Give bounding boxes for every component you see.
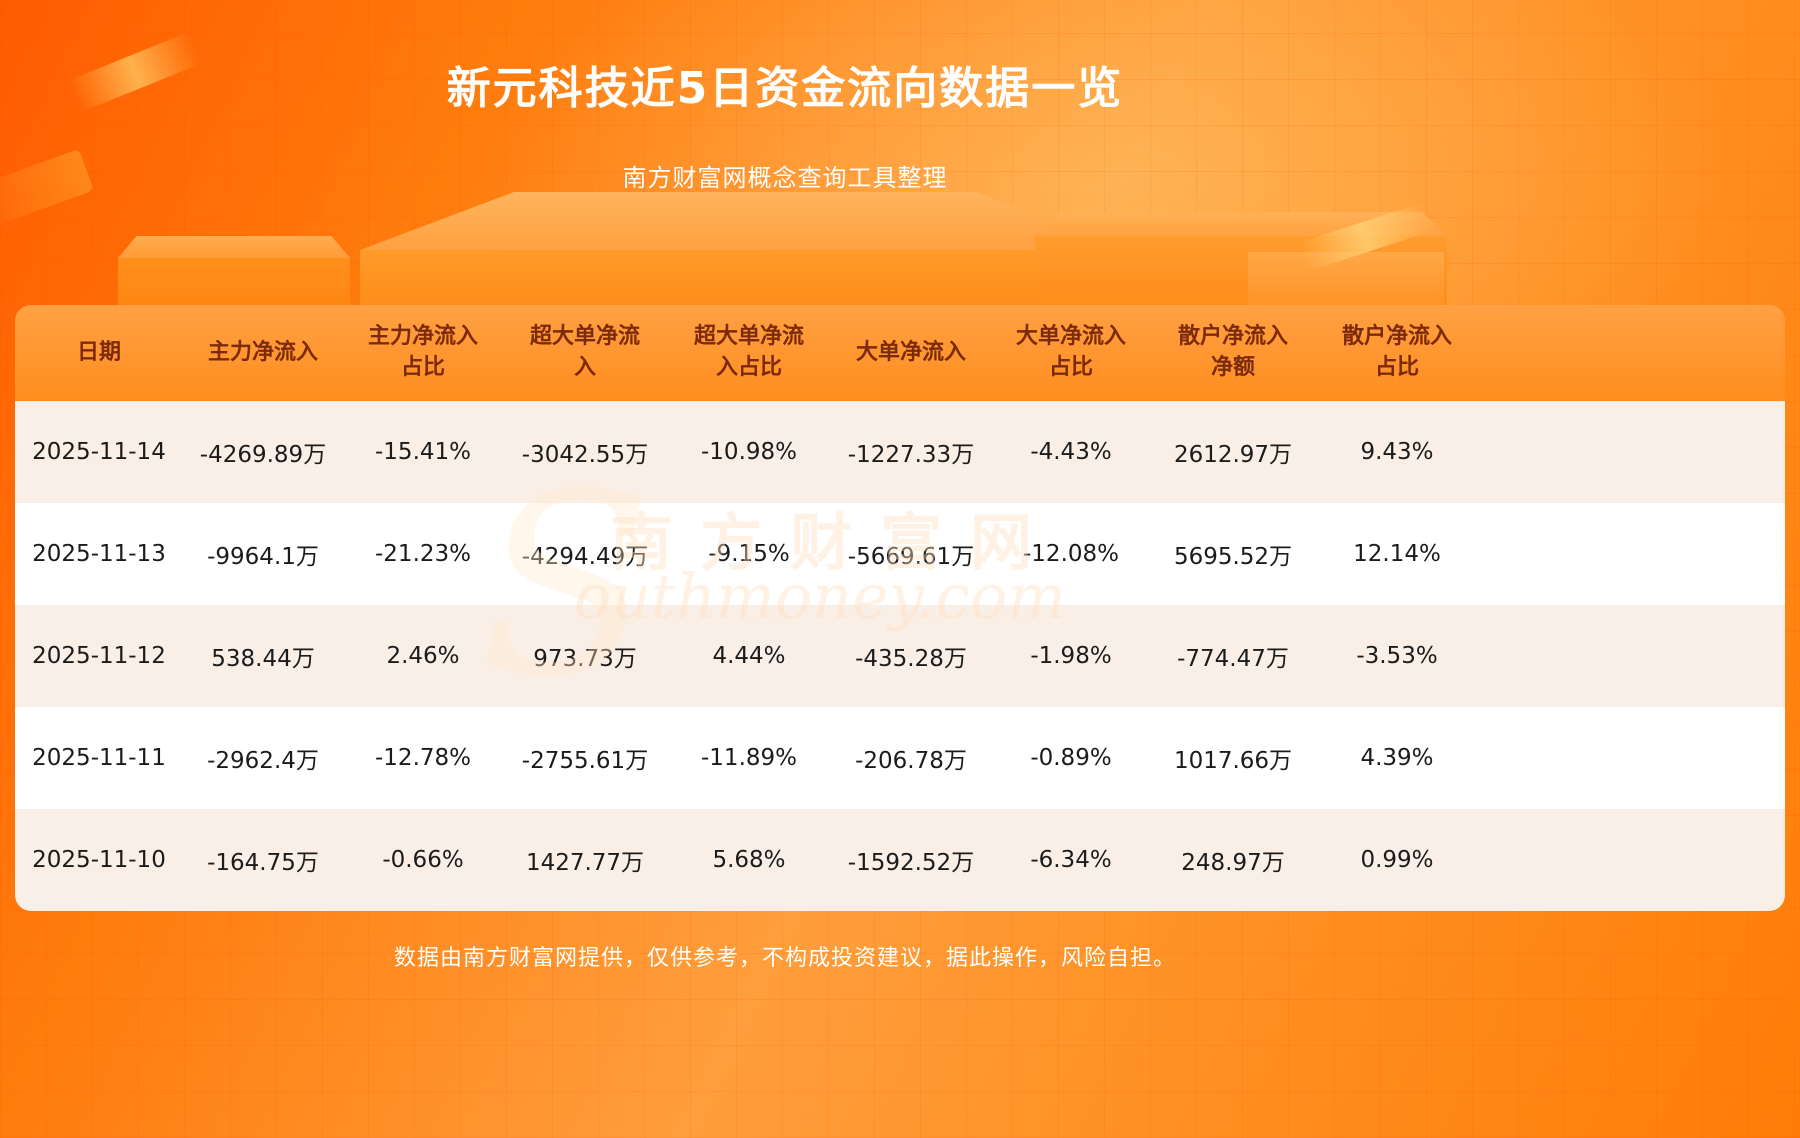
value-cell: -3042.55万 bbox=[521, 442, 649, 468]
value-cell: -435.28万 bbox=[855, 646, 967, 672]
value-cell: 12.14% bbox=[1353, 541, 1441, 567]
value-cell: -15.41% bbox=[375, 439, 471, 465]
value-cell: -206.78万 bbox=[855, 748, 967, 774]
value-cell: -2962.4万 bbox=[207, 748, 319, 774]
column-header: 散户净流入净额 bbox=[1177, 324, 1288, 380]
value-cell: -9.15% bbox=[708, 541, 790, 567]
heading-block: 新元科技近5日资金流向数据一览 南方财富网概念查询工具整理 bbox=[0, 0, 1570, 193]
value-cell: -5669.61万 bbox=[847, 544, 975, 570]
value-cell: -4294.49万 bbox=[521, 544, 649, 570]
date-cell: 2025-11-13 bbox=[32, 541, 166, 567]
value-cell: -164.75万 bbox=[207, 850, 319, 876]
value-cell: -1592.52万 bbox=[847, 850, 975, 876]
table-row: 2025-11-13 -9964.1万 -21.23% -4294.49万 -9.15%… bbox=[15, 503, 1785, 605]
value-cell: -4.43% bbox=[1030, 439, 1112, 465]
podium-far-right-face bbox=[1248, 252, 1444, 308]
value-cell: 5.68% bbox=[712, 847, 786, 873]
value-cell: 1017.66万 bbox=[1173, 748, 1293, 774]
fund-flow-table: 日期 主力净流入 主力净流入占比 超大单净流入 超大单净流入占比 大单净流入 大单净流入占比… bbox=[15, 305, 1785, 911]
value-cell: 4.44% bbox=[712, 643, 786, 669]
date-cell: 2025-11-12 bbox=[32, 643, 166, 669]
column-header: 大单净流入占比 bbox=[1015, 324, 1126, 380]
column-header: 超大单净流入占比 bbox=[693, 324, 804, 380]
value-cell: 2612.97万 bbox=[1173, 442, 1293, 468]
value-cell: 0.99% bbox=[1360, 847, 1434, 873]
column-header: 大单净流入 bbox=[855, 339, 966, 365]
value-cell: -3.53% bbox=[1356, 643, 1438, 669]
value-cell: -11.89% bbox=[701, 745, 797, 771]
podium-left-top-face bbox=[118, 236, 350, 258]
date-cell: 2025-11-10 bbox=[32, 847, 166, 873]
column-header: 散户净流入占比 bbox=[1341, 324, 1452, 380]
table-row: 2025-11-12 538.44万 2.46% 973.73万 4.44% -435.2… bbox=[15, 605, 1785, 707]
column-header: 超大单净流入 bbox=[529, 324, 640, 380]
value-cell: -6.34% bbox=[1030, 847, 1112, 873]
podium-center-front-face bbox=[360, 250, 1130, 308]
value-cell: -0.89% bbox=[1030, 745, 1112, 771]
value-cell: 5695.52万 bbox=[1173, 544, 1293, 570]
page-title: 新元科技近5日资金流向数据一览 bbox=[446, 63, 1124, 114]
value-cell: 973.73万 bbox=[533, 646, 637, 672]
disclaimer-text: 数据由南方财富网提供，仅供参考，不构成投资建议，据此操作，风险自担。 bbox=[393, 946, 1176, 971]
footer-block: 数据由南方财富网提供，仅供参考，不构成投资建议，据此操作，风险自担。 bbox=[0, 940, 1570, 972]
value-cell: -1.98% bbox=[1030, 643, 1112, 669]
value-cell: -9964.1万 bbox=[207, 544, 319, 570]
podium-left-front-face bbox=[118, 258, 350, 308]
value-cell: -4269.89万 bbox=[199, 442, 327, 468]
value-cell: -10.98% bbox=[701, 439, 797, 465]
value-cell: 2.46% bbox=[386, 643, 460, 669]
value-cell: 248.97万 bbox=[1181, 850, 1285, 876]
column-header: 主力净流入占比 bbox=[367, 324, 478, 380]
podium-right-front-face bbox=[1035, 236, 1447, 308]
value-cell: -12.08% bbox=[1023, 541, 1119, 567]
date-cell: 2025-11-14 bbox=[32, 439, 166, 465]
value-cell: -774.47万 bbox=[1177, 646, 1289, 672]
table-body: 2025-11-14 -4269.89万 -15.41% -3042.55万 -10.9… bbox=[15, 401, 1785, 911]
podium-center-top-face bbox=[360, 192, 1130, 250]
column-header: 主力净流入 bbox=[207, 339, 318, 365]
podium-right-top-face bbox=[1035, 212, 1447, 236]
table-row: 2025-11-14 -4269.89万 -15.41% -3042.55万 -10.9… bbox=[15, 401, 1785, 503]
column-header: 日期 bbox=[76, 339, 121, 365]
page-subtitle: 南方财富网概念查询工具整理 bbox=[622, 164, 948, 192]
value-cell: 9.43% bbox=[1360, 439, 1434, 465]
value-cell: 538.44万 bbox=[211, 646, 315, 672]
value-cell: -21.23% bbox=[375, 541, 471, 567]
light-streak-decoration bbox=[1298, 202, 1432, 272]
value-cell: -2755.61万 bbox=[521, 748, 649, 774]
table-row: 2025-11-11 -2962.4万 -12.78% -2755.61万 -11.89… bbox=[15, 707, 1785, 809]
value-cell: -12.78% bbox=[375, 745, 471, 771]
table-row: 2025-11-10 -164.75万 -0.66% 1427.77万 5.68% -15… bbox=[15, 809, 1785, 911]
value-cell: 4.39% bbox=[1360, 745, 1434, 771]
table-header-row: 日期 主力净流入 主力净流入占比 超大单净流入 超大单净流入占比 大单净流入 大单净流入占比… bbox=[15, 305, 1785, 401]
value-cell: 1427.77万 bbox=[525, 850, 645, 876]
date-cell: 2025-11-11 bbox=[32, 745, 166, 771]
value-cell: -1227.33万 bbox=[847, 442, 975, 468]
value-cell: -0.66% bbox=[382, 847, 464, 873]
